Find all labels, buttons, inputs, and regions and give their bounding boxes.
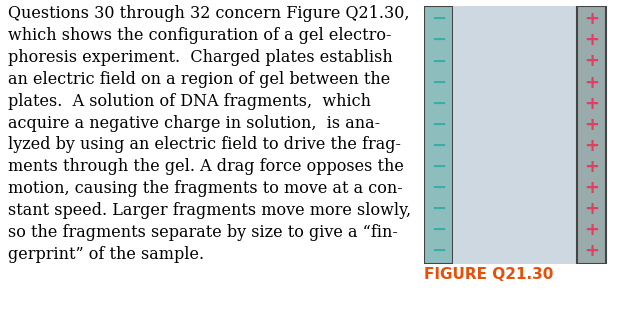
Text: +: + xyxy=(584,95,599,113)
Text: +: + xyxy=(584,221,599,239)
Text: +: + xyxy=(584,137,599,155)
Text: −: − xyxy=(431,137,446,155)
Text: +: + xyxy=(584,52,599,71)
Text: +: + xyxy=(584,200,599,218)
Text: −: − xyxy=(431,73,446,91)
Text: +: + xyxy=(584,73,599,91)
Text: +: + xyxy=(584,179,599,197)
Text: +: + xyxy=(584,32,599,49)
Text: −: − xyxy=(431,179,446,197)
Bar xyxy=(453,6,577,264)
Text: −: − xyxy=(431,116,446,134)
Text: +: + xyxy=(584,10,599,28)
Text: +: + xyxy=(584,242,599,260)
Text: −: − xyxy=(431,158,446,176)
Bar xyxy=(577,6,606,264)
Text: +: + xyxy=(584,158,599,176)
Text: −: − xyxy=(431,32,446,49)
Text: −: − xyxy=(431,10,446,28)
Text: FIGURE Q21.30: FIGURE Q21.30 xyxy=(424,267,553,282)
Text: +: + xyxy=(584,116,599,134)
Text: −: − xyxy=(431,200,446,218)
Text: −: − xyxy=(431,242,446,260)
Text: −: − xyxy=(431,221,446,239)
Text: −: − xyxy=(431,52,446,71)
Text: Questions 30 through 32 concern Figure Q21.30,
which shows the configuration of : Questions 30 through 32 concern Figure Q… xyxy=(8,5,411,263)
Bar xyxy=(424,6,453,264)
Text: −: − xyxy=(431,95,446,113)
